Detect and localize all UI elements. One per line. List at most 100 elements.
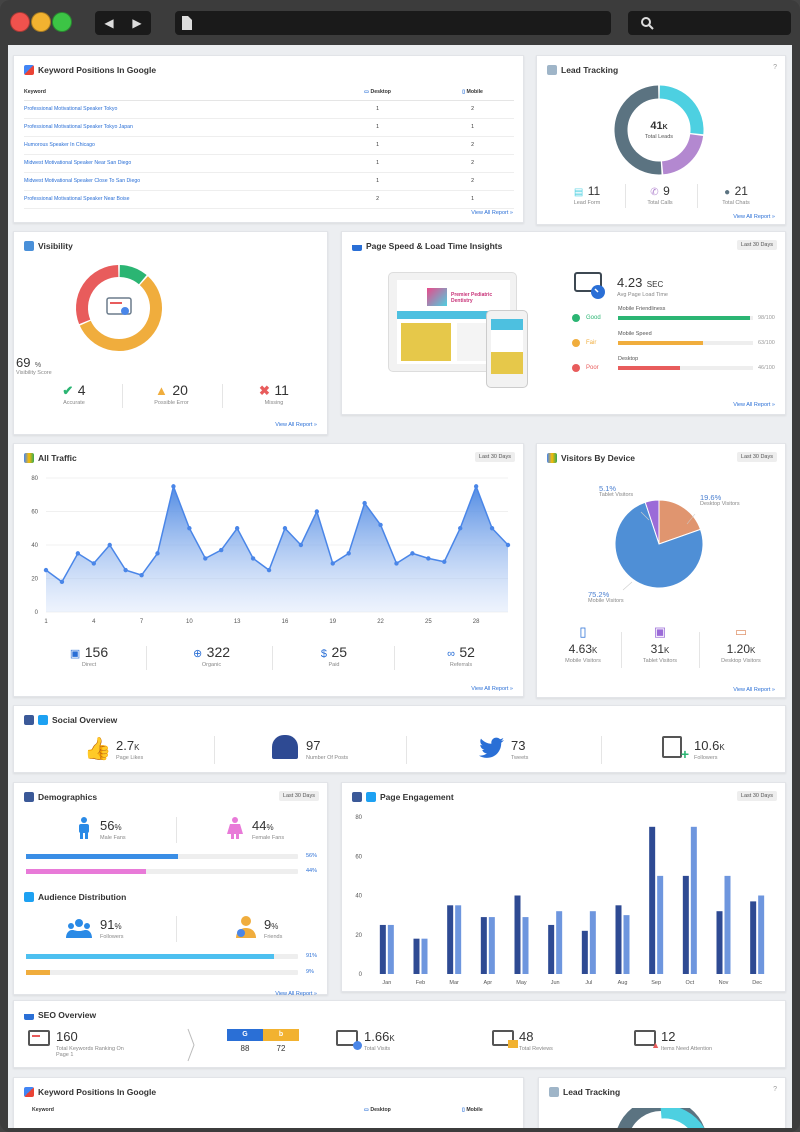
x-tick-label: 19 (329, 619, 336, 625)
keyword-link[interactable]: Professional Motivational Speaker Tokyo … (24, 118, 324, 137)
bar (623, 915, 630, 974)
col-desktop: ▭ Desktop (324, 84, 432, 101)
x-tick-label: May (516, 980, 527, 986)
stat-label: Mobile Visitors (565, 658, 601, 664)
maximize-window-button[interactable] (52, 12, 72, 32)
address-bar[interactable] (175, 11, 611, 35)
demographics-card: Demographics Last 30 Days 56% Male Fans 4… (13, 782, 328, 997)
x-tick-label: Oct (686, 980, 695, 986)
card-title: Keyword Positions In Google (38, 65, 157, 75)
y-tick-label: 40 (31, 543, 38, 549)
help-icon[interactable]: ? (773, 1086, 777, 1093)
bar (447, 905, 454, 974)
followers-pct: 91% (306, 953, 318, 959)
stat-unit: K (750, 646, 756, 655)
keyword-link[interactable]: Professional Motivational Speaker Tokyo (24, 100, 324, 119)
data-point (330, 561, 335, 566)
date-range-badge[interactable]: Last 30 Days (278, 791, 319, 801)
y-tick-label: 20 (355, 933, 362, 939)
donut-segment (659, 85, 704, 135)
direct-icon: ▣ (69, 648, 81, 660)
back-button[interactable]: ◀ (104, 16, 114, 30)
date-range-badge[interactable]: Last 30 Days (474, 452, 515, 462)
stat-unit: K (664, 646, 670, 655)
x-tick-label: Feb (416, 980, 425, 986)
analytics-icon (547, 453, 557, 463)
forward-button[interactable]: ▶ (132, 16, 142, 30)
view-all-report-link[interactable]: View All Report » (471, 686, 513, 692)
visibility-donut-chart (76, 265, 162, 351)
x-tick-label: 10 (186, 619, 193, 625)
card-title: Demographics (38, 792, 98, 802)
google-tab[interactable]: G (227, 1029, 263, 1041)
date-range-badge[interactable]: Last 30 Days (736, 452, 777, 462)
bar (758, 895, 765, 974)
view-all-report-link[interactable]: View All Report » (275, 422, 317, 428)
page-engagement-card: Page Engagement Last 30 Days 0 20 40 60 80 Ja… (341, 782, 786, 992)
data-point (362, 500, 367, 506)
y-tick-label: 0 (35, 610, 39, 616)
view-all-report-link[interactable]: View All Report » (471, 210, 513, 216)
x-tick-label: 25 (425, 619, 432, 625)
close-window-button[interactable] (10, 12, 30, 32)
metric-score: 98/100 (758, 315, 775, 321)
chats-stat: ● 21 Total Chats (704, 182, 768, 206)
desktop-pct-label: Desktop Visitors (700, 501, 740, 507)
data-point (489, 526, 495, 531)
form-icon: ▤ (573, 187, 584, 198)
lead-tracking-card: Lead Tracking ? 41K Total Leads ▤ 11 Lead … (536, 55, 786, 225)
desktop-rank: 1 (324, 172, 432, 191)
help-icon[interactable]: ? (773, 64, 777, 71)
metric-label: Desktop (618, 356, 639, 362)
visits-value: 1.66 (364, 1029, 390, 1044)
bar (581, 930, 588, 974)
metric-label: Mobile Speed (618, 331, 652, 337)
keyword-link[interactable]: Professional Motivational Speaker Near B… (24, 190, 324, 209)
bar (413, 938, 420, 974)
keyword-link[interactable]: Midwest Motivational Speaker Near San Di… (24, 154, 324, 173)
data-point (458, 526, 463, 531)
view-all-report-link[interactable]: View All Report » (733, 214, 775, 220)
x-icon: ✖ (259, 383, 270, 398)
mobile-rank: 2 (431, 136, 514, 155)
ranking-label: Total Keywords Ranking On Page 1 (56, 1046, 124, 1059)
x-tick-label: 16 (282, 619, 289, 625)
mobile-rank: 2 (431, 100, 514, 119)
search-box[interactable] (628, 11, 791, 35)
date-range-badge[interactable]: Last 30 Days (736, 240, 777, 250)
chevron-right-icon (187, 1028, 195, 1062)
card-title: Visibility (38, 241, 73, 251)
bar (750, 901, 757, 974)
likes-label: Page Likes (116, 755, 144, 761)
load-time-value: 4.23 (617, 275, 643, 290)
card-title: Page Speed & Load Time Insights (366, 241, 503, 251)
date-range-badge[interactable]: Last 30 Days (736, 791, 777, 801)
load-time-label: Avg Page Load Time (617, 292, 668, 298)
view-all-report-link[interactable]: View All Report » (733, 402, 775, 408)
data-point (505, 542, 511, 548)
data-point (219, 547, 224, 553)
desktop-rank: 1 (324, 154, 432, 173)
x-tick-label: Nov (719, 980, 729, 986)
minimize-window-button[interactable] (31, 12, 51, 32)
stat-value: 11 (274, 382, 289, 398)
data-point (442, 559, 447, 564)
view-all-report-link[interactable]: View All Report » (275, 991, 317, 997)
stat-value: 1.20 (726, 642, 750, 656)
y-tick-label: 40 (355, 894, 362, 900)
data-point (250, 556, 256, 561)
speed-metric-row: Poor Desktop 46/100 (566, 354, 781, 376)
visibility-score-value: 69 (16, 355, 31, 370)
keyword-link[interactable]: Humorous Speaker In Chicago (24, 136, 324, 155)
keyword-link[interactable]: Midwest Motivational Speaker Close To Sa… (24, 172, 324, 191)
friends-icon (236, 916, 256, 938)
audience-title: Audience Distribution (38, 892, 127, 902)
leader-line (622, 581, 633, 591)
bing-tab[interactable]: b (263, 1029, 299, 1041)
stat-value: 4 (77, 382, 86, 398)
site-logo (427, 288, 447, 306)
mobile-pct-label: Mobile Visitors (588, 598, 624, 604)
bar (421, 938, 428, 974)
view-all-report-link[interactable]: View All Report » (733, 687, 775, 693)
organic-stat: ⊕ 322 Organic (174, 644, 249, 668)
